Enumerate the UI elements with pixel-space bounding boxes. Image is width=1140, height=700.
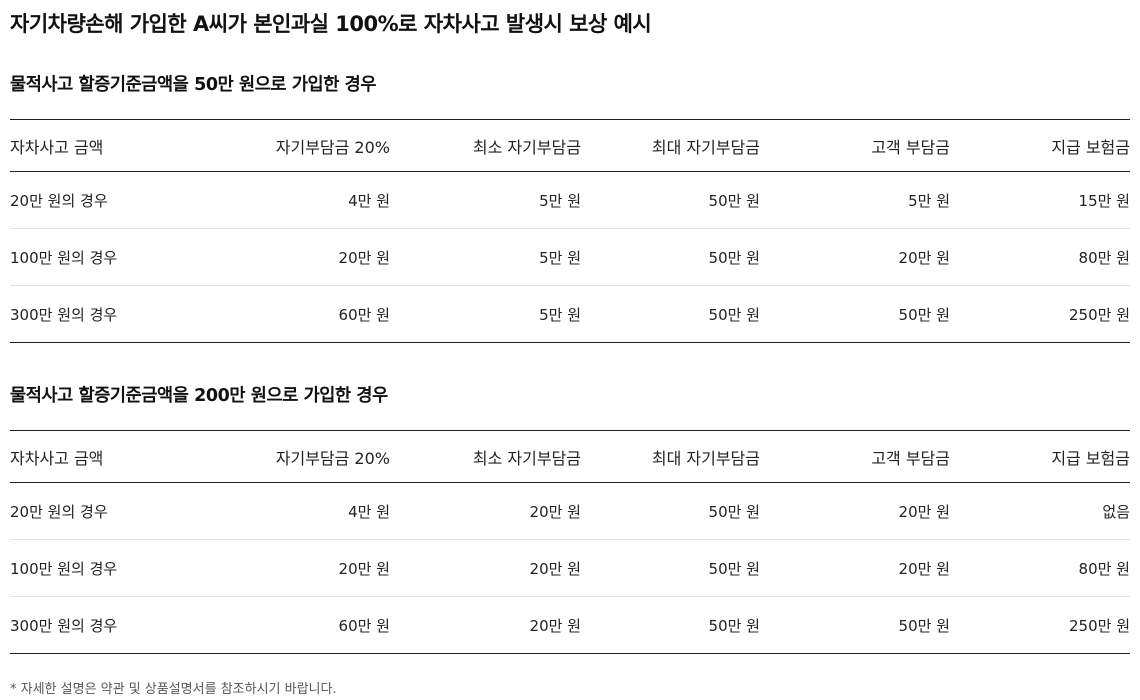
header-customer-charge: 고객 부담금: [760, 430, 950, 483]
cell-insurance-payout: 80만 원: [950, 539, 1130, 597]
cell-deductible-rate: 4만 원: [348, 191, 390, 210]
table-row: 100만 원의 경우 20만 원 20만 원 50만 원 20만 원 80만 원: [10, 539, 1130, 597]
cell-customer-charge: 20만 원: [760, 539, 950, 597]
cell-max-deductible: 50만 원: [581, 539, 760, 597]
table-row: 300만 원의 경우 60만 원 20만 원 50만 원 50만 원 250만 …: [10, 596, 1130, 654]
header-customer-charge: 고객 부담금: [760, 119, 950, 172]
table-header-row: 자차사고 금액 자기부담금 20% 최소 자기부담금 최대 자기부담금 고객 부…: [10, 119, 1130, 172]
cell-deductible-rate: 60만 원: [170, 596, 390, 654]
cell-max-deductible: 50만 원: [581, 596, 760, 654]
table-header-row: 자차사고 금액 자기부담금 20% 최소 자기부담금 최대 자기부담금 고객 부…: [10, 430, 1130, 483]
header-max-deductible: 최대 자기부담금: [581, 119, 760, 172]
cell-customer-charge: 20만 원: [760, 228, 950, 286]
cell-max-deductible: 50만 원: [581, 228, 760, 286]
cell-min-deductible: 5만 원: [539, 191, 581, 210]
cell-insurance-payout: 15만 원: [1078, 191, 1130, 210]
cell-min-deductible: 5만 원: [390, 228, 581, 286]
header-min-deductible: 최소 자기부담금: [390, 430, 581, 483]
cell-min-deductible: 20만 원: [390, 539, 581, 597]
cell-insurance-payout: 없음: [1102, 502, 1130, 521]
compensation-table: 자차사고 금액 자기부담금 20% 최소 자기부담금 최대 자기부담금 고객 부…: [10, 430, 1130, 654]
cell-max-deductible: 50만 원: [581, 285, 760, 343]
cell-deductible-rate: 20만 원: [170, 228, 390, 286]
table-row: 20만 원의 경우 4만 원 20만 원 50만 원 20만 원 없음: [10, 483, 1130, 540]
section-50: 물적사고 할증기준금액을 50만 원으로 가입한 경우 자차사고 금액 자기부담…: [10, 70, 1130, 343]
cell-min-deductible: 20만 원: [529, 502, 581, 521]
header-max-deductible: 최대 자기부담금: [581, 430, 760, 483]
cell-accident-amount: 20만 원의 경우: [10, 191, 108, 210]
table-row: 20만 원의 경우 4만 원 5만 원 50만 원 5만 원 15만 원: [10, 172, 1130, 229]
header-insurance-payout: 지급 보험금: [950, 430, 1130, 483]
cell-accident-amount: 100만 원의 경우: [10, 539, 170, 597]
cell-deductible-rate: 20만 원: [170, 539, 390, 597]
cell-customer-charge: 50만 원: [760, 596, 950, 654]
cell-customer-charge: 20만 원: [898, 502, 950, 521]
header-accident-amount: 자차사고 금액: [10, 430, 170, 483]
cell-insurance-payout: 250만 원: [950, 596, 1130, 654]
compensation-table: 자차사고 금액 자기부담금 20% 최소 자기부담금 최대 자기부담금 고객 부…: [10, 119, 1130, 343]
header-insurance-payout: 지급 보험금: [950, 119, 1130, 172]
table-row: 300만 원의 경우 60만 원 5만 원 50만 원 50만 원 250만 원: [10, 285, 1130, 343]
page-title: 자기차량손해 가입한 A씨가 본인과실 100%로 자차사고 발생시 보상 예시: [10, 12, 652, 36]
cell-deductible-rate: 4만 원: [348, 502, 390, 521]
cell-customer-charge: 5만 원: [908, 191, 950, 210]
header-deductible-rate: 자기부담금 20%: [170, 119, 390, 172]
footnote: * 자세한 설명은 약관 및 상품설명서를 참조하시기 바랍니다.: [10, 682, 337, 697]
header-deductible-rate: 자기부담금 20%: [170, 430, 390, 483]
cell-max-deductible: 50만 원: [708, 502, 760, 521]
cell-customer-charge: 50만 원: [760, 285, 950, 343]
cell-accident-amount: 100만 원의 경우: [10, 228, 170, 286]
cell-min-deductible: 5만 원: [390, 285, 581, 343]
cell-deductible-rate: 60만 원: [170, 285, 390, 343]
cell-accident-amount: 20만 원의 경우: [10, 502, 108, 521]
cell-min-deductible: 20만 원: [390, 596, 581, 654]
cell-accident-amount: 300만 원의 경우: [10, 285, 170, 343]
section-200: 물적사고 할증기준금액을 200만 원으로 가입한 경우 자차사고 금액 자기부…: [10, 381, 1130, 654]
header-accident-amount: 자차사고 금액: [10, 119, 170, 172]
table-row: 100만 원의 경우 20만 원 5만 원 50만 원 20만 원 80만 원: [10, 228, 1130, 286]
section-title: 물적사고 할증기준금액을 50만 원으로 가입한 경우: [10, 75, 377, 95]
cell-insurance-payout: 250만 원: [950, 285, 1130, 343]
section-title: 물적사고 할증기준금액을 200만 원으로 가입한 경우: [10, 386, 388, 406]
cell-accident-amount: 300만 원의 경우: [10, 596, 170, 654]
cell-max-deductible: 50만 원: [708, 191, 760, 210]
cell-insurance-payout: 80만 원: [950, 228, 1130, 286]
header-min-deductible: 최소 자기부담금: [390, 119, 581, 172]
